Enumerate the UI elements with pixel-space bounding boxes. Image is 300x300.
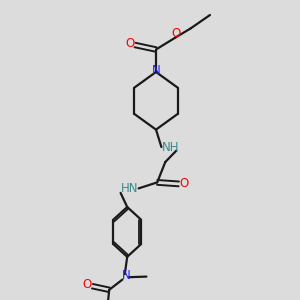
- Text: N: N: [122, 269, 130, 282]
- Text: O: O: [82, 278, 91, 291]
- Text: HN: HN: [121, 182, 138, 195]
- Text: O: O: [172, 27, 181, 40]
- Text: O: O: [180, 177, 189, 190]
- Text: N: N: [152, 64, 161, 77]
- Text: NH: NH: [162, 141, 180, 154]
- Text: O: O: [125, 37, 134, 50]
